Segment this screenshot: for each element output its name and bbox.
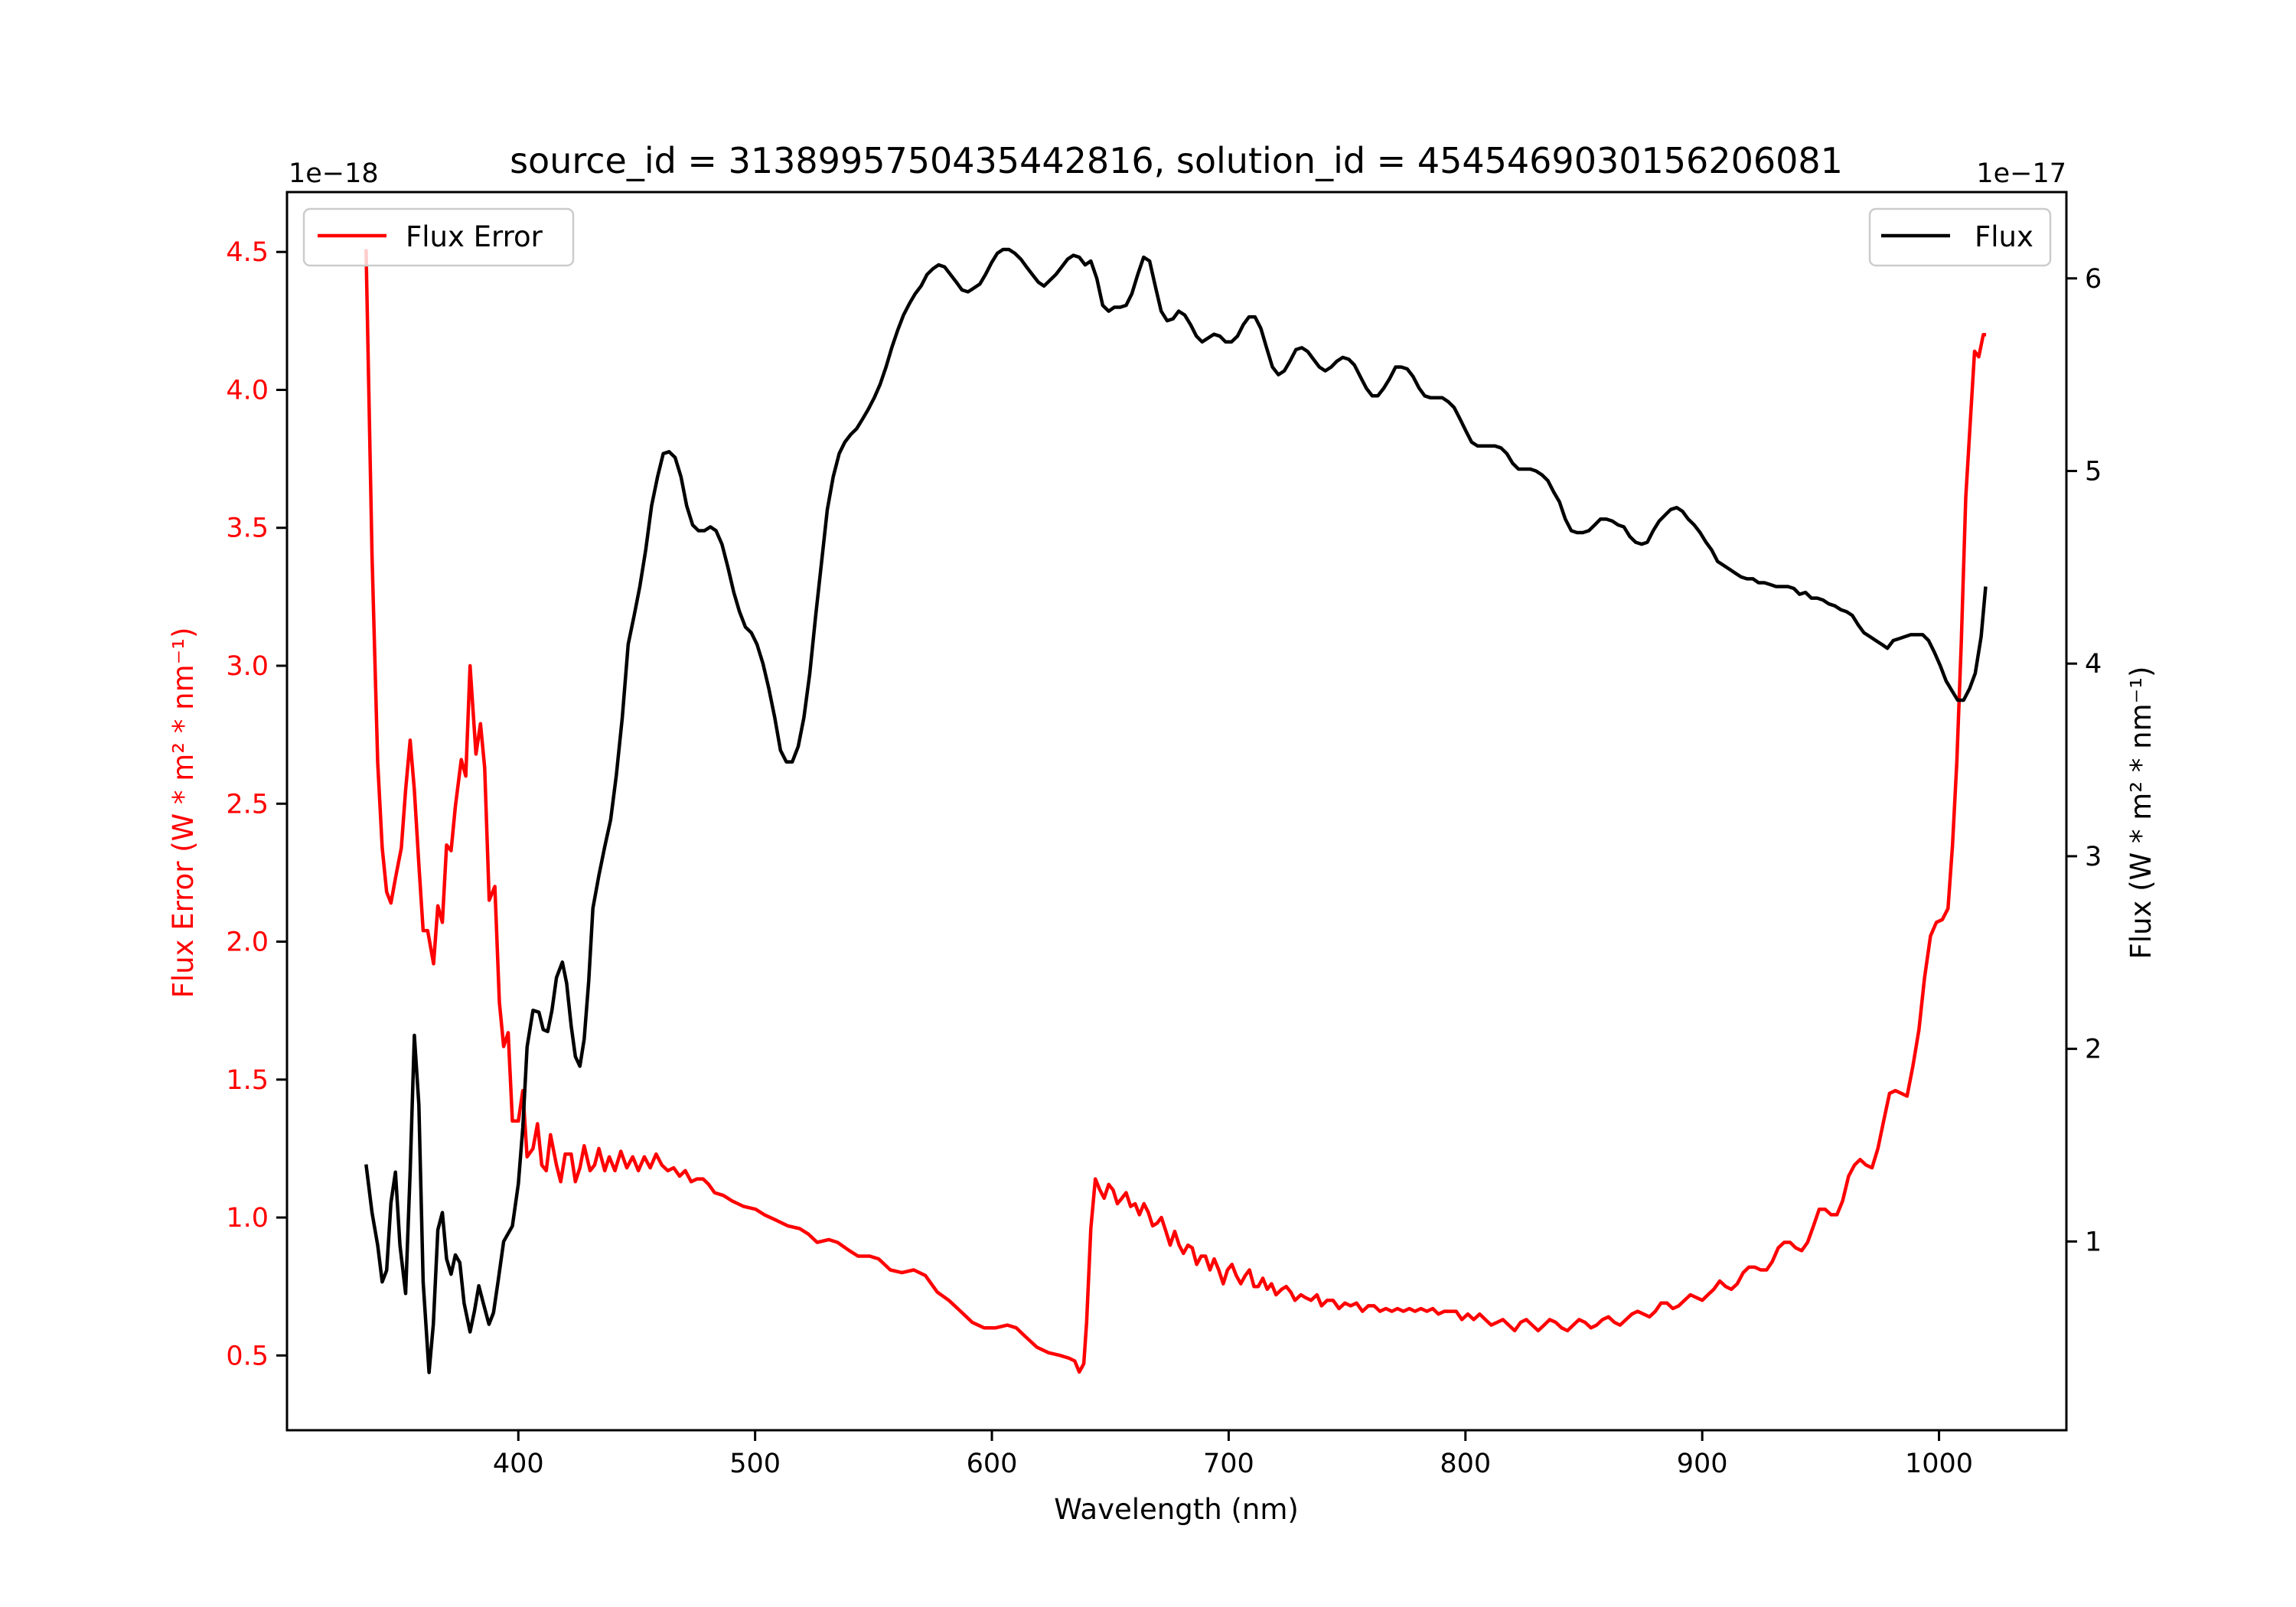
plot-area	[364, 247, 1988, 1374]
x-tick-label: 1000	[1905, 1449, 1973, 1479]
left-y-tick-label: 2.5	[226, 789, 269, 820]
right-y-tick-label: 2	[2085, 1035, 2102, 1065]
left-y-tick-label: 4.0	[226, 375, 269, 406]
legend-flux-error: Flux Error	[302, 207, 575, 267]
chart-title: source_id = 3138995750435442816, solutio…	[510, 140, 1843, 181]
right-y-tick-label: 6	[2085, 264, 2102, 295]
left-y-tick-label: 4.5	[226, 237, 269, 268]
right-y-tick-label: 1	[2085, 1227, 2102, 1257]
left-y-tick-label: 1.0	[226, 1203, 269, 1234]
left-y-tick-label: 0.5	[226, 1341, 269, 1371]
legend-flux-label: Flux	[1975, 220, 2033, 253]
legend-flux: Flux	[1868, 207, 2052, 267]
legend-flux-box	[1868, 207, 2052, 267]
x-tick-label: 500	[729, 1449, 781, 1479]
right-y-axis-label: Flux (W * m² * nm⁻¹)	[2125, 667, 2157, 960]
flux-line	[364, 247, 1988, 1374]
legend-flux-error-box	[302, 207, 575, 267]
left-y-tick-label: 3.5	[226, 513, 269, 544]
x-tick-label: 400	[493, 1449, 544, 1479]
right-y-tick-label: 5	[2085, 456, 2102, 487]
left-y-tick-label: 1.5	[226, 1065, 269, 1096]
right-y-tick-label: 4	[2085, 649, 2102, 680]
right-axis-offset-label: 1e−17	[1976, 158, 2066, 189]
flux-error-line	[364, 249, 1987, 1374]
left-axis-offset-label: 1e−18	[289, 158, 379, 189]
x-axis-label: Wavelength (nm)	[1054, 1493, 1299, 1526]
left-y-tick-label: 3.0	[226, 651, 269, 682]
x-tick-label: 600	[967, 1449, 1018, 1479]
x-tick-label: 900	[1677, 1449, 1728, 1479]
x-tick-label: 800	[1440, 1449, 1491, 1479]
legend-flux-error-label: Flux Error	[406, 220, 543, 253]
axis-ticks: 400 500 600 700 800 900 1000 0.5 1.0 1.5 2.0 2.5 3.0…	[226, 237, 2102, 1479]
left-y-axis-label: Flux Error (W * m² * nm⁻¹)	[167, 627, 200, 999]
axes-frame	[285, 191, 2068, 1432]
left-y-tick-label: 2.0	[226, 927, 269, 958]
x-tick-label: 700	[1203, 1449, 1254, 1479]
right-y-tick-label: 3	[2085, 842, 2102, 872]
